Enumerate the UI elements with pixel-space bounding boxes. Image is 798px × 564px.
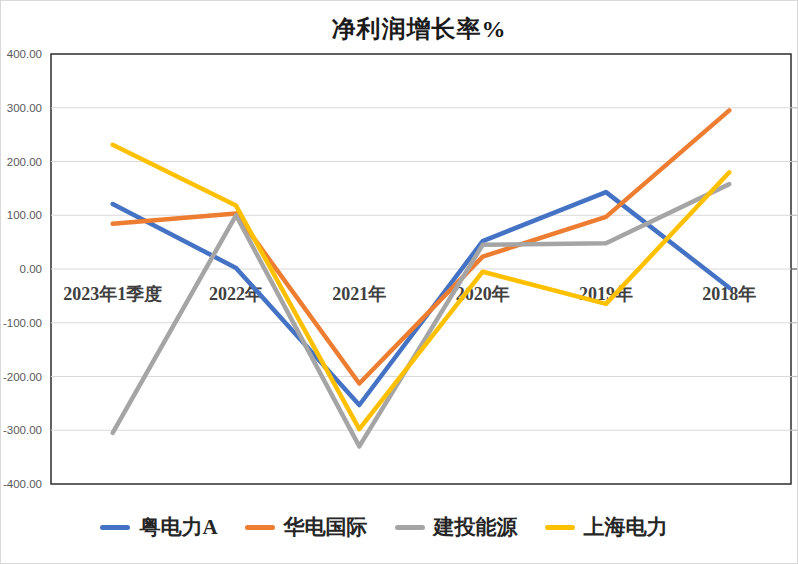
legend-line-marker (245, 525, 275, 530)
x-axis-label: 2023年1季度 (63, 284, 162, 304)
legend-line-marker (545, 525, 575, 530)
y-axis-label: -300.00 (3, 424, 42, 436)
x-axis-label: 2021年 (332, 284, 386, 304)
legend-line-marker (100, 525, 130, 530)
legend-item[interactable]: 华电国际 (245, 513, 368, 541)
legend-label: 华电国际 (284, 513, 368, 541)
legend-label: 建投能源 (434, 513, 518, 541)
y-axis-label: 0.00 (20, 263, 42, 275)
legend-item[interactable]: 上海电力 (545, 513, 668, 541)
y-axis-label: -100.00 (3, 317, 42, 329)
legend-item[interactable]: 建投能源 (395, 513, 518, 541)
chart-area: 净利润增长率% 400.00300.00200.00100.000.00-100… (0, 0, 798, 564)
y-axis-label: -400.00 (3, 478, 42, 490)
y-axis-label: -200.00 (3, 371, 42, 383)
legend-label: 粤电力A (139, 513, 217, 541)
y-axis-label: 400.00 (7, 48, 42, 60)
y-axis-label: 200.00 (7, 156, 42, 168)
legend-label: 上海电力 (584, 513, 668, 541)
plot-area: 400.00 300.00 200.00 100.00 0.00 -100.00 -200.… (1, 1, 798, 506)
y-axis-label: 300.00 (7, 102, 42, 114)
legend-item[interactable]: 粤电力A (100, 513, 217, 541)
legend: 粤电力A 华电国际 建投能源 上海电力 (1, 513, 767, 541)
y-axis-label: 100.00 (7, 209, 42, 221)
legend-line-marker (395, 525, 425, 530)
